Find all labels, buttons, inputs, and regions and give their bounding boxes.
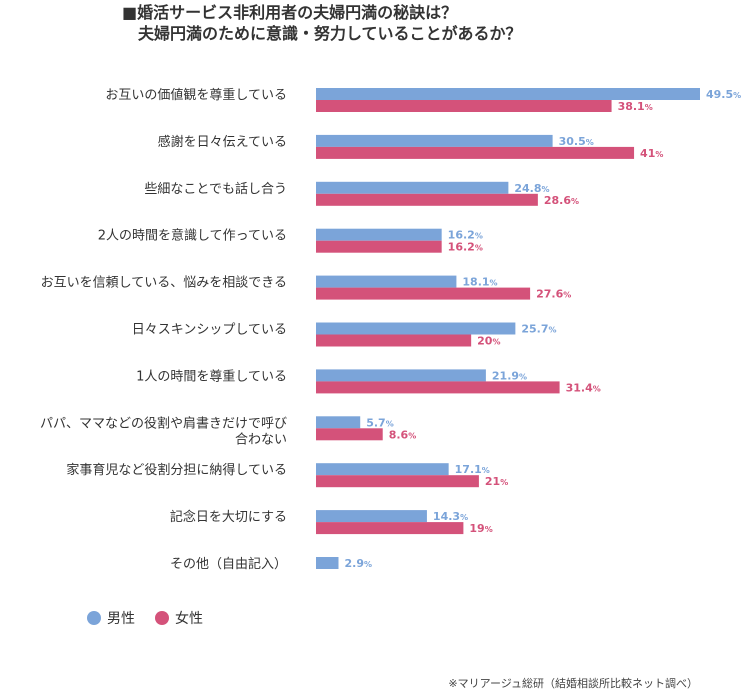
- category-label: 些細なことでも話し合う: [144, 181, 287, 197]
- data-label-unit: %: [408, 431, 416, 440]
- data-label-male: 16.2%: [448, 229, 483, 242]
- bar-male: [316, 181, 509, 194]
- bar-female: [316, 381, 560, 394]
- bar-male: [316, 228, 442, 241]
- data-label-male: 30.5%: [559, 135, 594, 148]
- category-label: パパ、ママなどの役割や肩書きだけで呼び: [40, 415, 287, 431]
- category-label: 日々スキンシップしている: [132, 323, 287, 338]
- title-line-1: ■婚活サービス非利用者の夫婦円満の秘訣は？: [122, 3, 458, 22]
- title-line-2: 夫婦円満のために意識・努力していることがあるか？: [122, 24, 522, 43]
- category-label: 合わない: [235, 432, 287, 447]
- data-label-unit: %: [475, 232, 483, 241]
- bar-male: [316, 275, 457, 288]
- data-label-male: 21.9%: [492, 369, 527, 382]
- data-label-female: 20%: [477, 335, 500, 348]
- data-label-unit: %: [500, 478, 508, 487]
- category-label: 1人の時間を尊重している: [136, 368, 287, 384]
- data-label-male: 2.9%: [344, 557, 372, 570]
- data-label-unit: %: [549, 326, 557, 335]
- bar-male: [316, 510, 427, 523]
- data-label-unit: %: [475, 244, 483, 253]
- bar-female: [316, 146, 635, 159]
- legend: 男性 女性: [87, 608, 203, 628]
- data-label-unit: %: [364, 560, 372, 569]
- bar-female: [316, 334, 472, 347]
- category-label: 記念日を大切にする: [170, 509, 287, 525]
- bar-female: [316, 287, 531, 300]
- legend-label-female: 女性: [175, 611, 203, 627]
- chart-title: ■婚活サービス非利用者の夫婦円満の秘訣は？ 夫婦円満のために意識・努力しているこ…: [122, 2, 522, 44]
- category-label: 2人の時間を意識して作っている: [98, 228, 287, 244]
- data-label-female: 28.6%: [544, 194, 579, 207]
- legend-label-male: 男性: [107, 611, 135, 627]
- data-label-male: 17.1%: [455, 463, 490, 476]
- data-label-female: 41%: [640, 147, 663, 160]
- data-label-unit: %: [386, 419, 394, 428]
- bar-female: [316, 428, 383, 441]
- data-label-female: 8.6%: [389, 428, 417, 441]
- data-label-male: 5.7%: [366, 416, 394, 429]
- data-label-unit: %: [492, 338, 500, 347]
- bar-female: [316, 475, 479, 488]
- data-label-male: 25.7%: [521, 323, 556, 336]
- legend-swatch-female: [155, 611, 169, 625]
- bar-female: [316, 240, 442, 253]
- bar-female: [316, 522, 464, 535]
- data-label-unit: %: [733, 91, 741, 100]
- data-label-unit: %: [519, 372, 527, 381]
- bar-male: [316, 557, 339, 569]
- bar-male: [316, 369, 486, 382]
- data-label-unit: %: [485, 525, 493, 534]
- category-label: お互いの価値観を尊重している: [105, 87, 287, 103]
- bar-female: [316, 100, 612, 112]
- legend-item-male: 男性: [87, 608, 135, 628]
- legend-item-female: 女性: [155, 608, 203, 628]
- category-label: 家事育児など役割分担に納得している: [66, 462, 287, 478]
- bar-chart: お互いの価値観を尊重している 49.5% 38.1% 感謝を日々伝えている 30.5% 4…: [40, 87, 741, 572]
- bar-female: [316, 193, 538, 206]
- data-label-male: 14.3%: [433, 510, 468, 523]
- data-label-unit: %: [571, 197, 579, 206]
- bar-male: [316, 463, 449, 476]
- category-label: お互いを信頼している、悩みを相談できる: [41, 275, 287, 291]
- data-label-unit: %: [482, 466, 490, 475]
- data-label-unit: %: [542, 185, 550, 194]
- data-label-female: 31.4%: [566, 381, 601, 394]
- bar-male: [316, 322, 516, 335]
- data-label-unit: %: [460, 513, 468, 522]
- data-label-unit: %: [490, 279, 498, 288]
- legend-swatch-male: [87, 611, 101, 625]
- data-label-female: 27.6%: [536, 288, 571, 301]
- data-label-male: 18.1%: [462, 276, 497, 289]
- category-label: その他（自由記入）: [170, 556, 287, 572]
- data-label-female: 16.2%: [448, 241, 483, 254]
- data-label-female: 21%: [485, 475, 508, 488]
- data-label-male: 49.5%: [706, 88, 741, 101]
- bar-male: [316, 416, 361, 429]
- bar-male: [316, 134, 553, 147]
- category-label: 感謝を日々伝えている: [158, 134, 287, 150]
- data-label-unit: %: [655, 150, 663, 159]
- bar-male: [316, 88, 700, 100]
- data-label-female: 38.1%: [618, 100, 653, 113]
- data-label-female: 19%: [469, 522, 492, 535]
- data-label-unit: %: [563, 291, 571, 300]
- data-label-unit: %: [586, 138, 594, 147]
- data-label-unit: %: [593, 384, 601, 393]
- data-label-unit: %: [645, 103, 653, 112]
- data-label-male: 24.8%: [514, 182, 549, 195]
- source-note: ※マリアージュ総研（結婚相談所比較ネット調べ）: [448, 677, 698, 690]
